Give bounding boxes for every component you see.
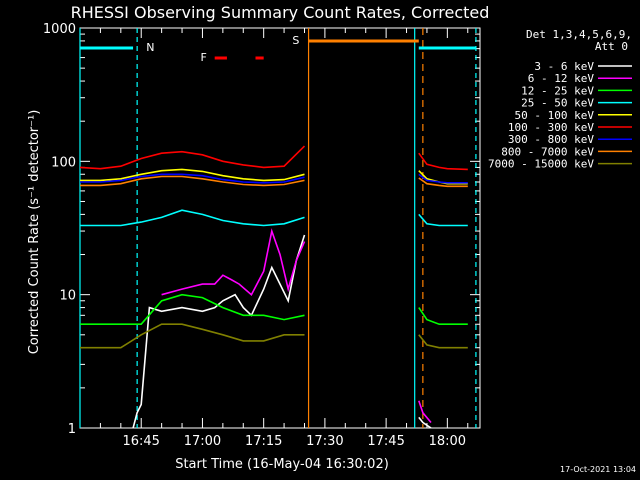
legend-entry-label: 7000 - 15000 keV (488, 158, 594, 171)
legend-header-line-1: Det 1,3,4,5,6,9, (526, 28, 632, 41)
x-axis-label: Start Time (16-May-04 16:30:02) (175, 457, 389, 472)
x-tick-label: 17:15 (245, 434, 282, 449)
series-line-2 (80, 293, 305, 325)
legend-entry-label: 3 - 6 keV (534, 60, 594, 73)
y-axis-label: Corrected Count Rate (s⁻¹ detector⁻¹) (27, 110, 42, 355)
legend-entry-label: 100 - 300 keV (508, 121, 594, 134)
legend-entry-label: 25 - 50 keV (521, 97, 594, 110)
x-tick-label: 17:45 (367, 434, 404, 449)
footer-date: 17-Oct-2021 13:04 (560, 465, 636, 474)
legend-entry-label: 6 - 12 keV (528, 72, 595, 85)
series-line-6 (80, 173, 305, 184)
series-line-5 (418, 152, 468, 171)
series-line-1 (418, 400, 432, 424)
series-line-7 (418, 177, 468, 188)
series-line-1 (161, 228, 306, 296)
series-line-3 (418, 213, 468, 227)
series-line-6 (418, 173, 468, 184)
series-line-0 (132, 234, 306, 428)
flare-marker-label: F (200, 51, 206, 64)
series-line-8 (418, 334, 468, 349)
legend-entry-label: 300 - 800 keV (508, 133, 594, 146)
night-marker-label: N (146, 41, 154, 54)
series-line-2 (418, 307, 468, 325)
series-line-8 (80, 323, 305, 349)
x-tick-label: 17:30 (306, 434, 343, 449)
y-tick-label: 1000 (43, 22, 76, 37)
x-tick-label: 17:00 (184, 434, 221, 449)
x-tick-label: 16:45 (122, 434, 159, 449)
legend-entry-label: 12 - 25 keV (521, 84, 594, 97)
series-line-3 (80, 209, 305, 227)
series-line-7 (80, 175, 305, 187)
y-tick-label: 100 (51, 155, 76, 170)
plot-frame (79, 27, 481, 429)
saa-marker-label: S (292, 34, 299, 47)
legend-entry-label: 50 - 100 keV (515, 109, 595, 122)
legend-entry-label: 800 - 7000 keV (501, 145, 594, 158)
y-tick-label: 10 (59, 289, 76, 304)
chart-title: RHESSI Observing Summary Count Rates, Co… (71, 3, 490, 22)
series-line-5 (80, 145, 306, 170)
series-line-4 (80, 168, 305, 182)
y-tick-label: 1 (68, 422, 76, 437)
legend-header-line-2: Att 0 (595, 40, 628, 53)
series-line-0 (418, 416, 432, 428)
x-tick-label: 18:00 (429, 434, 466, 449)
